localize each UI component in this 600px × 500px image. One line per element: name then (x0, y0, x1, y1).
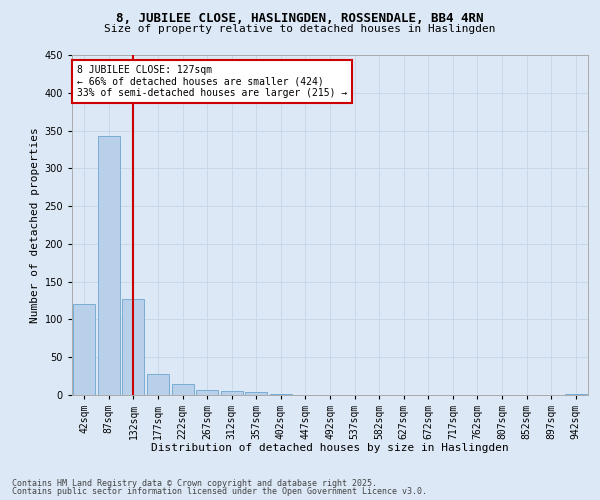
X-axis label: Distribution of detached houses by size in Haslingden: Distribution of detached houses by size … (151, 444, 509, 454)
Bar (565, 394, 587, 395)
Text: 8 JUBILEE CLOSE: 127sqm
← 66% of detached houses are smaller (424)
33% of semi-d: 8 JUBILEE CLOSE: 127sqm ← 66% of detache… (77, 65, 347, 98)
Bar (172, 384, 194, 395)
Text: 8, JUBILEE CLOSE, HASLINGDEN, ROSSENDALE, BB4 4RN: 8, JUBILEE CLOSE, HASLINGDEN, ROSSENDALE… (116, 12, 484, 26)
Bar (98, 136, 120, 395)
Bar (245, 392, 268, 395)
Bar (196, 390, 218, 395)
Bar (73, 304, 95, 395)
Text: Size of property relative to detached houses in Haslingden: Size of property relative to detached ho… (104, 24, 496, 34)
Y-axis label: Number of detached properties: Number of detached properties (30, 127, 40, 323)
Bar (270, 394, 292, 395)
Text: Contains public sector information licensed under the Open Government Licence v3: Contains public sector information licen… (12, 487, 427, 496)
Bar (122, 299, 145, 395)
Bar (221, 391, 243, 395)
Text: Contains HM Land Registry data © Crown copyright and database right 2025.: Contains HM Land Registry data © Crown c… (12, 478, 377, 488)
Bar (147, 374, 169, 395)
